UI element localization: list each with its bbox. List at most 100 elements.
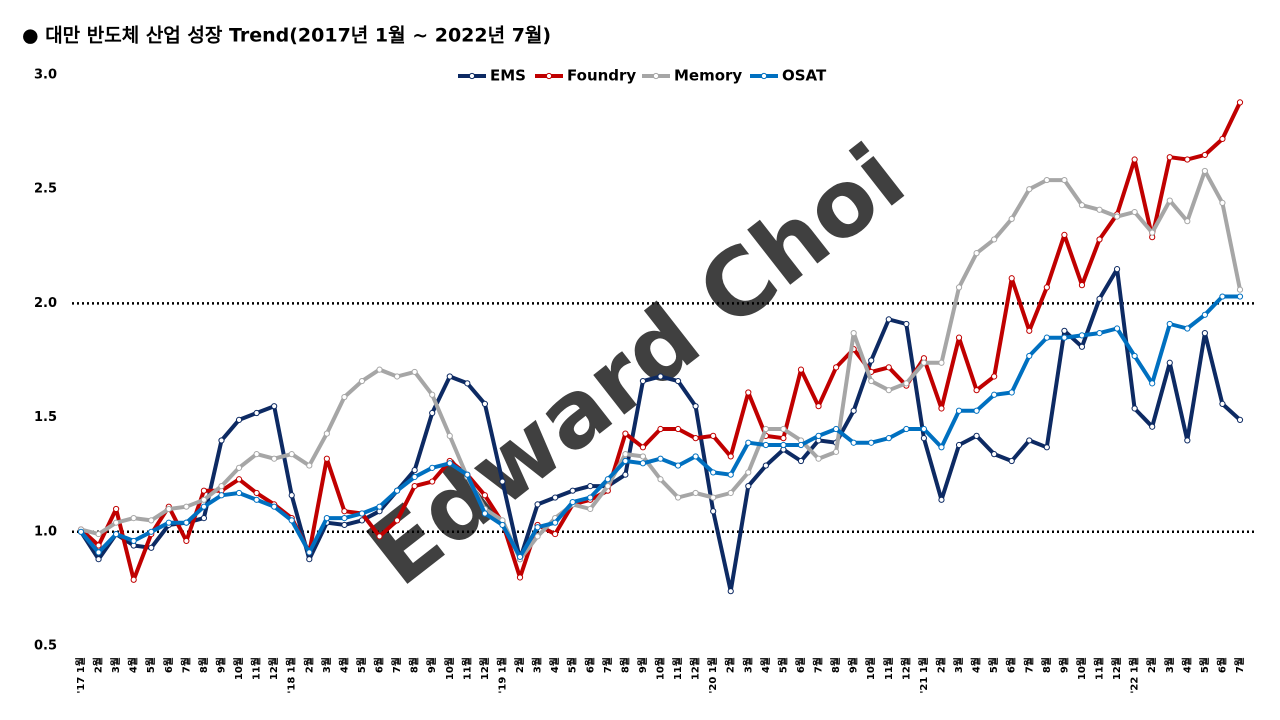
- data-point: [200, 503, 208, 510]
- data-point: [341, 508, 348, 515]
- data-point: [411, 467, 418, 474]
- x-tick-label: 3월: [532, 657, 544, 673]
- x-tick-label: 3월: [321, 657, 333, 673]
- data-point: [95, 530, 102, 538]
- data-point: [411, 368, 418, 376]
- data-point: [218, 492, 225, 499]
- data-point: [727, 471, 734, 478]
- y-tick-label: 1.0: [34, 524, 57, 539]
- x-tick-label: '17 1월: [75, 657, 87, 694]
- data-point: [218, 437, 225, 444]
- data-point: [183, 519, 190, 526]
- data-point: [235, 489, 243, 497]
- data-point: [148, 528, 155, 535]
- data-point: [183, 537, 190, 545]
- data-point: [113, 505, 120, 513]
- legend-label: Foundry: [567, 67, 636, 85]
- data-point: [903, 320, 910, 328]
- x-tick-label: 2월: [303, 657, 315, 673]
- data-point: [797, 366, 805, 373]
- data-point: [306, 549, 313, 556]
- x-tick-label: 5월: [567, 657, 579, 673]
- x-tick-label: 6월: [374, 657, 386, 673]
- x-tick-label: 12월: [268, 657, 280, 680]
- x-tick-label: 5월: [1199, 657, 1211, 673]
- data-point: [674, 425, 682, 433]
- x-tick-label: 6월: [795, 657, 807, 673]
- data-point: [130, 537, 137, 545]
- data-point: [955, 334, 963, 341]
- data-point: [1096, 206, 1103, 213]
- data-point: [1131, 352, 1138, 360]
- data-point: [534, 501, 541, 508]
- data-point: [938, 359, 945, 366]
- data-point: [657, 476, 664, 483]
- data-point: [639, 453, 647, 460]
- x-tick-label: 5월: [988, 657, 1000, 673]
- data-point: [920, 359, 928, 366]
- data-point: [850, 407, 857, 414]
- x-tick-label: 9월: [848, 657, 860, 673]
- x-tick-label: 11월: [461, 657, 473, 680]
- data-point: [393, 487, 401, 494]
- legend-label: EMS: [490, 67, 526, 85]
- data-point: [534, 524, 541, 531]
- data-point: [745, 439, 752, 446]
- legend-label: Memory: [674, 67, 742, 85]
- data-point: [1166, 320, 1173, 328]
- legend-marker: [760, 72, 768, 80]
- x-tick-label: 3월: [953, 657, 965, 673]
- data-point: [1131, 405, 1138, 412]
- data-point: [95, 542, 102, 549]
- data-point: [429, 409, 436, 417]
- data-point: [1149, 380, 1156, 387]
- legend-marker: [652, 72, 660, 80]
- data-point: [1219, 135, 1226, 143]
- data-point: [552, 530, 559, 538]
- x-tick-label: 3월: [742, 657, 754, 673]
- data-point: [393, 517, 401, 524]
- data-point: [639, 444, 647, 451]
- x-tick-label: '22 1월: [1129, 657, 1141, 694]
- x-tick-label: 6월: [163, 657, 175, 673]
- data-point: [130, 514, 137, 522]
- data-point: [429, 478, 436, 485]
- data-point: [868, 439, 875, 446]
- data-point: [148, 517, 155, 524]
- data-point: [587, 494, 594, 501]
- data-point: [481, 492, 488, 499]
- data-point: [903, 380, 910, 387]
- data-point: [850, 329, 857, 337]
- data-point: [1166, 154, 1173, 161]
- data-point: [165, 505, 172, 513]
- data-point: [674, 462, 682, 469]
- data-point: [271, 455, 278, 462]
- data-point: [376, 503, 383, 510]
- x-tick-label: 6월: [1006, 657, 1018, 673]
- data-point: [516, 553, 524, 561]
- data-point: [393, 373, 401, 380]
- data-point: [973, 387, 980, 394]
- data-point: [253, 451, 260, 458]
- data-point: [569, 499, 576, 506]
- data-point: [762, 441, 769, 449]
- data-point: [306, 556, 313, 563]
- data-point: [358, 517, 366, 524]
- data-point: [797, 457, 805, 465]
- legend-label: OSAT: [782, 67, 827, 85]
- x-tick-label: 9월: [637, 657, 649, 673]
- data-point: [1043, 444, 1050, 451]
- x-tick-label: 2월: [1146, 657, 1158, 673]
- data-point: [1166, 359, 1173, 366]
- x-tick-label: 7월: [1234, 657, 1246, 673]
- data-point: [955, 441, 963, 449]
- data-point: [1184, 156, 1191, 163]
- data-point: [200, 514, 208, 522]
- data-point: [235, 464, 243, 471]
- data-point: [973, 407, 980, 414]
- x-tick-label: 8월: [830, 657, 842, 673]
- data-point: [692, 403, 699, 410]
- data-point: [1008, 275, 1015, 282]
- data-point: [692, 435, 699, 442]
